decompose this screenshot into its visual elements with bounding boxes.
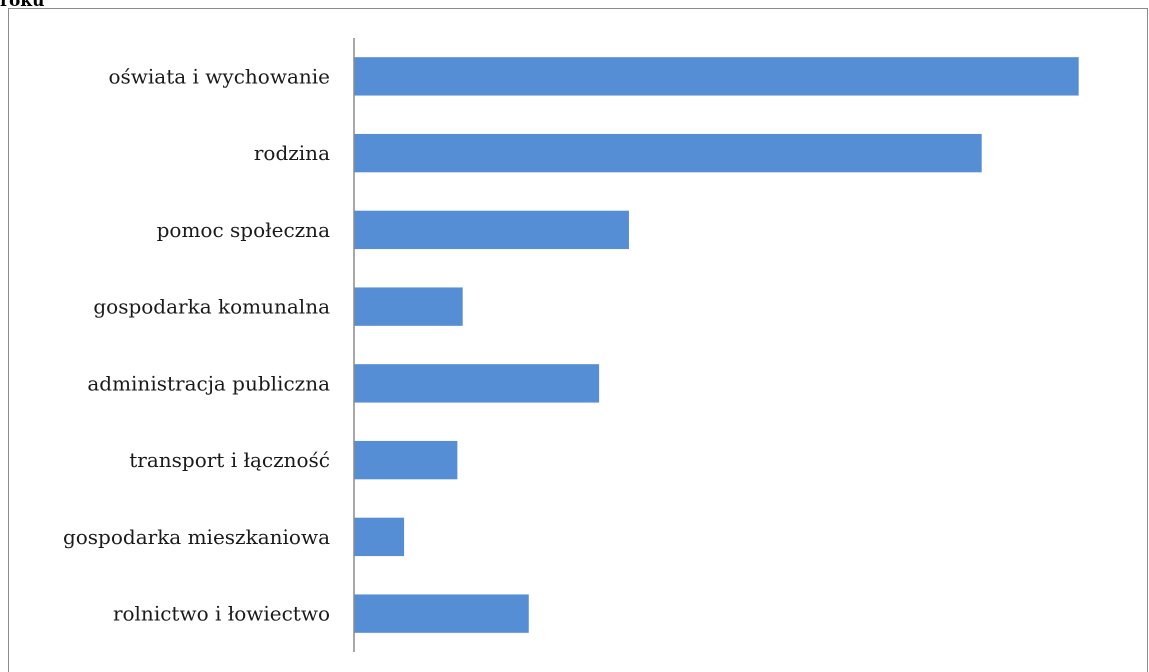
bar-7 bbox=[354, 517, 405, 557]
bar-8 bbox=[354, 594, 529, 633]
category-label: pomoc społeczna bbox=[157, 218, 330, 242]
bar-group bbox=[354, 57, 1079, 633]
bar-1 bbox=[354, 57, 1079, 96]
category-label: gospodarka mieszkaniowa bbox=[63, 525, 330, 549]
bar-6 bbox=[354, 440, 458, 480]
category-label: administracja publiczna bbox=[87, 371, 330, 395]
category-label: gospodarka komunalna bbox=[93, 295, 330, 319]
chart-frame bbox=[8, 8, 1148, 672]
category-label: rodzina bbox=[254, 141, 330, 165]
bar-5 bbox=[354, 364, 600, 403]
category-label-group: oświata i wychowanie rodzina pomoc społecz… bbox=[63, 64, 330, 625]
category-label: oświata i wychowanie bbox=[108, 64, 330, 88]
category-label: transport i łączność bbox=[129, 448, 330, 472]
caption-fragment: roku bbox=[0, 0, 45, 11]
bar-2 bbox=[354, 133, 982, 173]
bar-4 bbox=[354, 287, 463, 326]
bar-3 bbox=[354, 210, 629, 250]
category-label: rolnictwo i łowiectwo bbox=[113, 602, 330, 626]
